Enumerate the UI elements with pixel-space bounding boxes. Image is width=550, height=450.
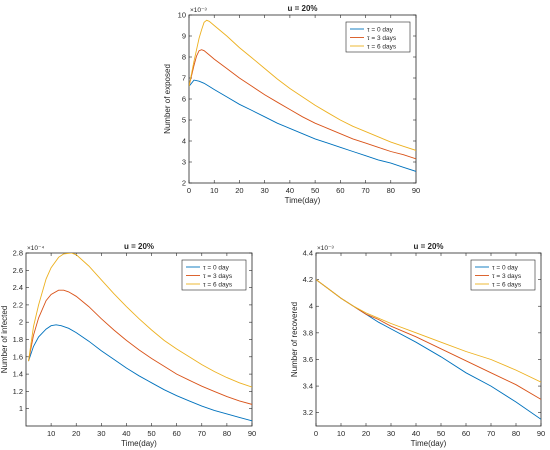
y-tick-label: 2 [19, 318, 23, 327]
y-axis-label: Number of exposed [163, 64, 172, 134]
series-line-2 [316, 279, 541, 383]
legend-box [470, 259, 536, 291]
chart-exposed: 0 10 20 30 40 50 60 70 80 90 2 3 4 5 6 7 8 9 10 ×10⁻³ u = 20… [163, 4, 420, 205]
chart-title: u = 20% [413, 242, 443, 251]
y-tick-label: 8 [182, 53, 186, 62]
x-tick-label: 60 [462, 429, 470, 438]
y-tick-label: 1.4 [13, 370, 23, 379]
series-line-2 [28, 253, 252, 388]
x-tick-label: 10 [337, 429, 345, 438]
series-line-1 [189, 49, 416, 160]
x-axis-label: Time(day) [121, 439, 157, 448]
x-tick-label: 50 [311, 186, 319, 195]
y-tick-label: 6 [182, 95, 186, 104]
y-tick-label: 4 [182, 137, 186, 146]
x-tick-label: 40 [122, 429, 130, 438]
x-tick-label: 0 [314, 429, 318, 438]
chart-recovered: 0 10 20 30 40 50 60 70 80 90 3.2 3.4 3.6 3.8 4 4.2 4.4 ×1… [290, 242, 545, 448]
series-line-2 [189, 19, 416, 151]
legend-label-0: τ = 0 day [367, 26, 394, 33]
x-tick-label: 60 [336, 186, 344, 195]
y-tick-label: 3.6 [303, 355, 313, 364]
y-tick-label: 9 [182, 32, 186, 41]
legend-box [345, 21, 411, 53]
x-tick-label: 90 [248, 429, 256, 438]
y-tick-label: 2.8 [13, 249, 23, 258]
legend-box [181, 259, 247, 291]
y-tick-label: 3.8 [303, 328, 313, 337]
chart-infected: 10 20 30 40 50 60 70 80 90 1 1.2 1.4 1.6 1.8 2 2.2 2.4 2.… [0, 242, 256, 448]
x-tick-label: 30 [387, 429, 395, 438]
axis-exponent: ×10⁻³ [317, 245, 334, 252]
legend-label-1: τ = 3 days [492, 273, 522, 280]
x-tick-label: 50 [147, 429, 155, 438]
y-axis-label: Number of recovered [290, 302, 299, 377]
y-tick-label: 3.4 [303, 382, 313, 391]
x-tick-label: 90 [537, 429, 545, 438]
x-tick-label: 80 [387, 186, 395, 195]
y-tick-label: 3 [182, 158, 186, 167]
y-tick-label: 1.8 [13, 335, 23, 344]
y-tick-label: 4.4 [303, 249, 313, 258]
x-axis-label: Time(day) [285, 196, 321, 205]
series-line-0 [189, 79, 416, 172]
x-tick-label: 80 [512, 429, 520, 438]
x-tick-label: 30 [260, 186, 268, 195]
y-tick-label: 4.2 [303, 275, 313, 284]
x-tick-label: 70 [487, 429, 495, 438]
x-tick-label: 0 [187, 186, 191, 195]
y-tick-label: 1 [19, 404, 23, 413]
x-tick-label: 90 [412, 186, 420, 195]
chart-title: u = 20% [124, 242, 154, 251]
y-tick-label: 2 [182, 179, 186, 188]
y-tick-label: 1.6 [13, 352, 23, 361]
y-axis-label: Number of infected [0, 306, 9, 374]
legend-label-1: τ = 3 days [367, 35, 397, 42]
y-tick-label: 2.6 [13, 266, 23, 275]
legend-label-2: τ = 6 days [367, 43, 397, 50]
y-tick-label: 1.2 [13, 387, 23, 396]
x-axis-label: Time(day) [411, 439, 447, 448]
y-tick-label: 5 [182, 116, 186, 125]
legend-label-0: τ = 0 day [492, 264, 519, 271]
y-tick-label: 7 [182, 74, 186, 83]
x-tick-label: 80 [223, 429, 231, 438]
x-tick-label: 40 [412, 429, 420, 438]
x-tick-label: 40 [286, 186, 294, 195]
axis-exponent: ×10⁻⁴ [27, 245, 44, 252]
x-tick-label: 60 [172, 429, 180, 438]
x-tick-label: 70 [198, 429, 206, 438]
axis-exponent: ×10⁻³ [190, 7, 207, 14]
x-tick-label: 30 [97, 429, 105, 438]
x-tick-label: 50 [437, 429, 445, 438]
y-tick-label: 2.4 [13, 283, 23, 292]
series-line-1 [28, 289, 252, 405]
legend-label-0: τ = 0 day [203, 264, 230, 271]
x-tick-label: 20 [72, 429, 80, 438]
x-tick-label: 20 [235, 186, 243, 195]
legend-label-2: τ = 6 days [492, 281, 522, 288]
y-tick-label: 4 [309, 302, 313, 311]
x-tick-label: 10 [210, 186, 218, 195]
y-tick-label: 10 [178, 11, 186, 20]
legend-label-1: τ = 3 days [203, 273, 233, 280]
chart-title: u = 20% [287, 4, 317, 13]
y-tick-label: 3.2 [303, 408, 313, 417]
series-line-0 [28, 324, 252, 422]
y-tick-label: 2.2 [13, 300, 23, 309]
x-tick-label: 20 [362, 429, 370, 438]
legend-label-2: τ = 6 days [203, 281, 233, 288]
x-tick-label: 70 [361, 186, 369, 195]
x-tick-label: 10 [47, 429, 55, 438]
